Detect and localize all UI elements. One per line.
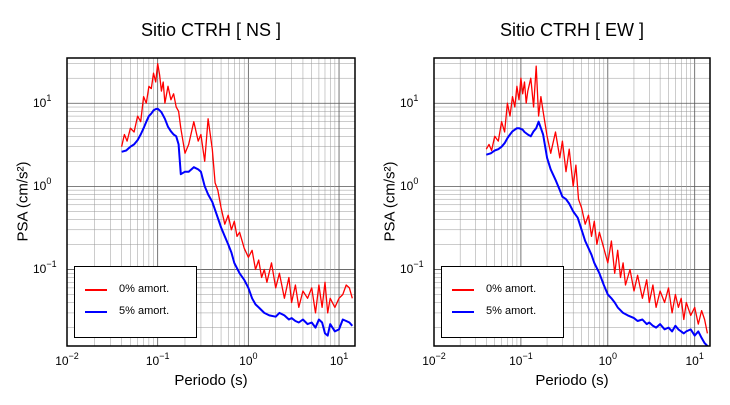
x-tick-label: 10−2	[422, 351, 446, 368]
y-tick-base: 10	[33, 262, 47, 277]
series-line-amort-0	[120, 62, 353, 314]
y-axis-label: PSA (cm/s²)	[381, 161, 399, 242]
y-tick-label: 100	[400, 176, 419, 194]
x-tick-label: 10−1	[145, 351, 170, 368]
legend-swatch	[85, 289, 107, 291]
legend-label: 5% amort.	[486, 305, 537, 317]
x-tick-exponent: 0	[252, 351, 258, 361]
x-tick-exponent: −1	[522, 351, 533, 361]
x-tick-label: 101	[329, 351, 349, 368]
legend-item: 0% amort.	[85, 283, 195, 297]
legend-swatch	[452, 289, 474, 291]
x-tick-base: 10	[239, 354, 253, 368]
x-tick-label: 10−1	[509, 351, 533, 368]
y-tick-exponent: 1	[46, 93, 52, 104]
plot-frame	[433, 57, 711, 347]
x-tick-base: 10	[422, 354, 436, 368]
legend-label: 0% amort.	[119, 283, 170, 295]
y-tick-label: 100	[33, 176, 52, 194]
legend-label: 0% amort.	[486, 283, 537, 295]
legend-swatch	[85, 311, 107, 313]
plot-frame	[66, 57, 356, 347]
y-tick-base: 10	[400, 179, 414, 194]
x-tick-base: 10	[598, 354, 612, 368]
x-tick-base: 10	[145, 354, 160, 368]
x-tick-exponent: 0	[611, 351, 617, 361]
x-tick-label: 10−2	[55, 351, 79, 368]
y-tick-exponent: 0	[46, 176, 52, 187]
series-line-amort-0	[485, 65, 709, 334]
legend: 0% amort. 5% amort.	[441, 266, 564, 338]
x-tick-exponent: 1	[698, 351, 704, 361]
y-tick-base: 10	[400, 96, 414, 111]
y-tick-base: 10	[400, 262, 414, 277]
series-line-amort-5	[486, 120, 709, 346]
legend-item: 0% amort.	[452, 283, 562, 297]
y-tick-base: 10	[33, 179, 47, 194]
x-tick-label: 101	[685, 351, 704, 368]
chart-title: Sitio CTRH [ EW ]	[499, 20, 645, 40]
x-tick-exponent: −2	[435, 351, 446, 361]
y-tick-exponent: 1	[413, 93, 419, 104]
legend-label: 5% amort.	[119, 305, 170, 317]
y-tick-exponent: −1	[46, 259, 57, 270]
y-tick-exponent: 0	[413, 176, 419, 187]
y-tick-label: 10−1	[400, 259, 424, 277]
legend-item: 5% amort.	[452, 305, 562, 319]
x-tick-exponent: 1	[343, 351, 349, 361]
legend-item: 5% amort.	[85, 305, 195, 319]
chart-title: Sitio CTRH [ NS ]	[140, 20, 282, 40]
x-tick-base: 10	[509, 354, 523, 368]
y-tick-label: 10−1	[33, 259, 57, 277]
x-tick-label: 100	[598, 351, 617, 368]
y-axis-label: PSA (cm/s²)	[14, 161, 32, 242]
y-tick-label: 101	[33, 93, 52, 111]
x-tick-base: 10	[685, 354, 699, 368]
x-tick-exponent: −1	[159, 351, 170, 361]
y-tick-base: 10	[33, 96, 47, 111]
x-axis-label: Periodo (s)	[174, 372, 248, 389]
legend-swatch	[452, 311, 474, 313]
x-tick-base: 10	[55, 354, 69, 368]
legend: 0% amort. 5% amort.	[74, 266, 197, 338]
y-tick-label: 101	[400, 93, 419, 111]
x-tick-label: 100	[239, 351, 258, 368]
x-tick-exponent: −2	[68, 351, 79, 361]
y-tick-exponent: −1	[413, 259, 424, 270]
x-axis-label: Periodo (s)	[535, 372, 609, 389]
series-line-amort-5	[121, 107, 354, 337]
x-tick-base: 10	[329, 354, 344, 368]
